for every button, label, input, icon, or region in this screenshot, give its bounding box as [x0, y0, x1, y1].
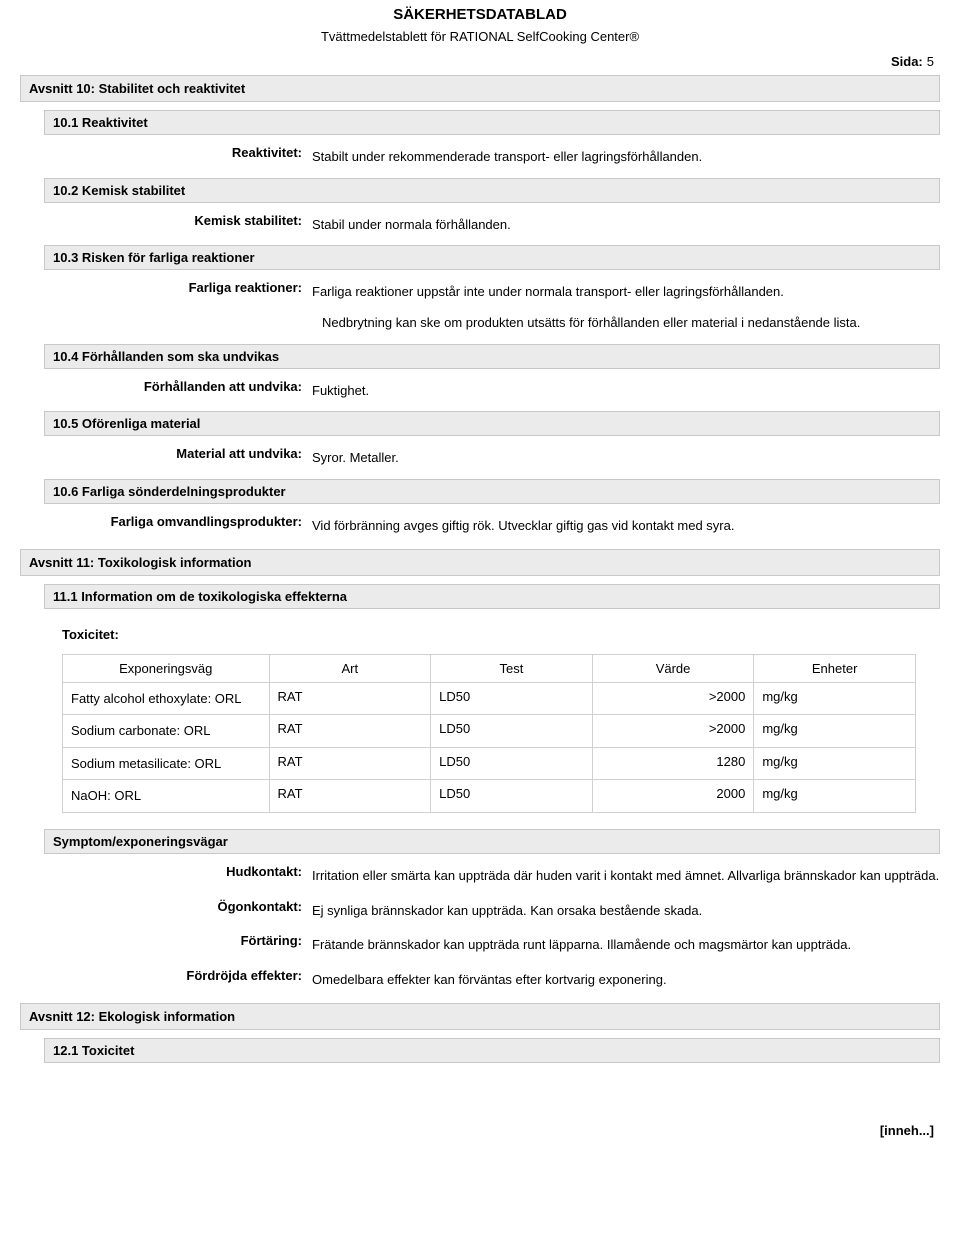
- sub-10-6: 10.6 Farliga sönderdelningsprodukter: [44, 479, 940, 504]
- sub-10-4: 10.4 Förhållanden som ska undvikas: [44, 344, 940, 369]
- col-test: Test: [431, 654, 593, 682]
- materials-avoid-value: Syror. Metaller.: [312, 446, 940, 471]
- cell-route: Sodium metasilicate: ORL: [63, 747, 270, 780]
- cell-test: LD50: [431, 682, 593, 715]
- cell-art: RAT: [269, 715, 431, 748]
- haz-reactions-label: Farliga reaktioner:: [44, 280, 312, 305]
- cell-route: Sodium carbonate: ORL: [63, 715, 270, 748]
- col-value: Värde: [592, 654, 754, 682]
- chem-stability-label: Kemisk stabilitet:: [44, 213, 312, 238]
- ingestion-value: Frätande brännskador kan uppträda runt l…: [312, 933, 940, 958]
- table-row: Sodium carbonate: ORL RAT LD50 >2000 mg/…: [63, 715, 916, 748]
- cell-value: >2000: [592, 682, 754, 715]
- delayed-effects-value: Omedelbara effekter kan förväntas efter …: [312, 968, 940, 993]
- chem-stability-value: Stabil under normala förhållanden.: [312, 213, 940, 238]
- cell-art: RAT: [269, 747, 431, 780]
- col-units: Enheter: [754, 654, 916, 682]
- cell-units: mg/kg: [754, 715, 916, 748]
- cell-units: mg/kg: [754, 780, 916, 813]
- sub-10-1: 10.1 Reaktivitet: [44, 110, 940, 135]
- cell-route: NaOH: ORL: [63, 780, 270, 813]
- skin-contact-value: Irritation eller smärta kan uppträda där…: [312, 864, 940, 889]
- table-header-row: Exponeringsväg Art Test Värde Enheter: [63, 654, 916, 682]
- cell-value: >2000: [592, 715, 754, 748]
- sub-12-1: 12.1 Toxicitet: [44, 1038, 940, 1063]
- page-number: 5: [927, 54, 934, 69]
- conditions-avoid-value: Fuktighet.: [312, 379, 940, 404]
- eye-contact-label: Ögonkontakt:: [44, 899, 312, 924]
- cell-art: RAT: [269, 682, 431, 715]
- section-10-title: Avsnitt 10: Stabilitet och reaktivitet: [20, 75, 940, 102]
- sub-10-3: 10.3 Risken för farliga reaktioner: [44, 245, 940, 270]
- section-12-title: Avsnitt 12: Ekologisk information: [20, 1003, 940, 1030]
- skin-contact-label: Hudkontakt:: [44, 864, 312, 889]
- page-label: Sida:: [891, 54, 923, 69]
- decomp-products-label: Farliga omvandlingsprodukter:: [44, 514, 312, 539]
- cell-test: LD50: [431, 747, 593, 780]
- materials-avoid-label: Material att undvika:: [44, 446, 312, 471]
- reactivity-value: Stabilt under rekommenderade transport- …: [312, 145, 940, 170]
- cell-value: 1280: [592, 747, 754, 780]
- sub-10-2: 10.2 Kemisk stabilitet: [44, 178, 940, 203]
- conditions-avoid-label: Förhållanden att undvika:: [44, 379, 312, 404]
- col-art: Art: [269, 654, 431, 682]
- cell-test: LD50: [431, 715, 593, 748]
- table-row: Sodium metasilicate: ORL RAT LD50 1280 m…: [63, 747, 916, 780]
- decomp-products-value: Vid förbränning avges giftig rök. Utveck…: [312, 514, 940, 539]
- haz-reactions-extra: Nedbrytning kan ske om produkten utsätts…: [322, 311, 940, 336]
- doc-title: SÄKERHETSDATABLAD: [20, 6, 940, 23]
- table-row: NaOH: ORL RAT LD50 2000 mg/kg: [63, 780, 916, 813]
- toxicity-table: Exponeringsväg Art Test Värde Enheter Fa…: [62, 654, 916, 813]
- toxicity-label: Toxicitet:: [62, 627, 940, 642]
- cell-units: mg/kg: [754, 747, 916, 780]
- haz-reactions-value: Farliga reaktioner uppstår inte under no…: [312, 280, 940, 305]
- sub-11-1: 11.1 Information om de toxikologiska eff…: [44, 584, 940, 609]
- ingestion-label: Förtäring:: [44, 933, 312, 958]
- cell-value: 2000: [592, 780, 754, 813]
- section-11-title: Avsnitt 11: Toxikologisk information: [20, 549, 940, 576]
- cell-route: Fatty alcohol ethoxylate: ORL: [63, 682, 270, 715]
- delayed-effects-label: Fördröjda effekter:: [44, 968, 312, 993]
- cell-art: RAT: [269, 780, 431, 813]
- footer-continued: [inneh...]: [20, 1123, 940, 1138]
- sub-10-5: 10.5 Oförenliga material: [44, 411, 940, 436]
- eye-contact-value: Ej synliga brännskador kan uppträda. Kan…: [312, 899, 940, 924]
- page-indicator: Sida: 5: [20, 54, 934, 69]
- reactivity-label: Reaktivitet:: [44, 145, 312, 170]
- cell-test: LD50: [431, 780, 593, 813]
- table-row: Fatty alcohol ethoxylate: ORL RAT LD50 >…: [63, 682, 916, 715]
- col-route: Exponeringsväg: [63, 654, 270, 682]
- cell-units: mg/kg: [754, 682, 916, 715]
- symptoms-heading: Symptom/exponeringsvägar: [44, 829, 940, 854]
- doc-subtitle: Tvättmedelstablett för RATIONAL SelfCook…: [20, 29, 940, 44]
